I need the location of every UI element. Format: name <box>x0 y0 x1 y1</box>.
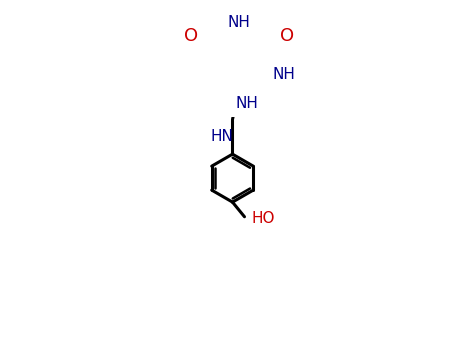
Text: O: O <box>280 27 294 45</box>
Text: HO: HO <box>252 211 275 226</box>
Text: NH: NH <box>228 15 251 30</box>
Text: O: O <box>184 27 198 45</box>
Text: HN: HN <box>210 130 233 144</box>
Text: NH: NH <box>273 67 296 82</box>
Text: NH: NH <box>235 96 258 111</box>
